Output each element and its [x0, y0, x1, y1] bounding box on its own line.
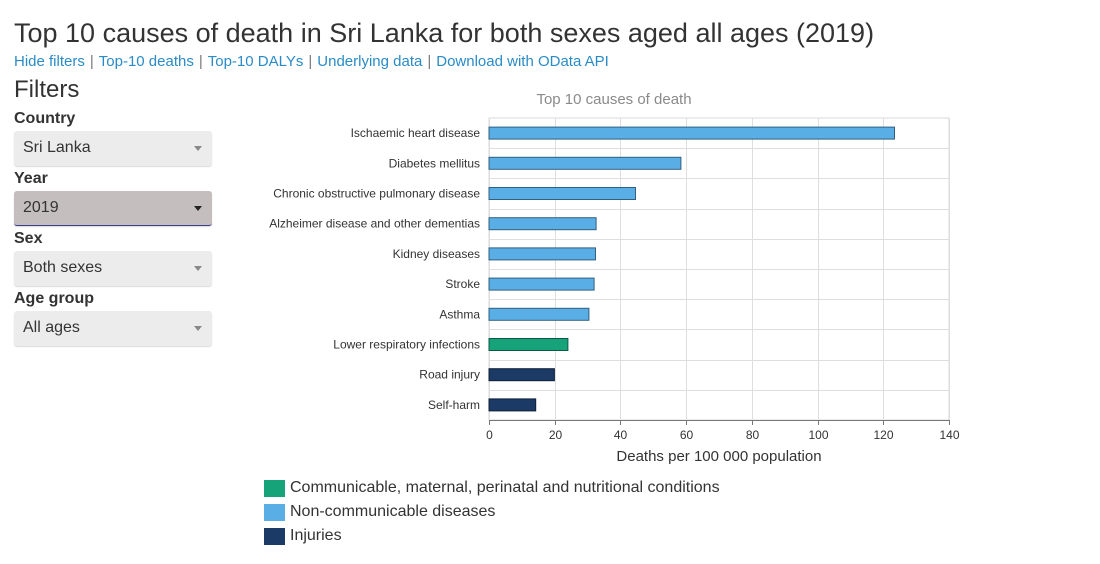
top10-deaths-link[interactable]: Top-10 deaths — [98, 53, 194, 70]
country-value: Sri Lanka — [23, 139, 91, 156]
bar-noncommunicable[interactable] — [488, 277, 595, 291]
age-group-select[interactable]: All ages — [14, 311, 212, 346]
bar-noncommunicable[interactable] — [488, 156, 682, 170]
bar-noncommunicable[interactable] — [488, 187, 636, 200]
x-tick-label: 120 — [873, 428, 893, 442]
download-odata-link[interactable]: Download with OData API — [436, 53, 609, 70]
chevron-down-icon — [194, 266, 202, 271]
category-label: Diabetes mellitus — [389, 156, 480, 170]
link-separator: | — [308, 53, 313, 70]
country-label: Country — [14, 110, 76, 127]
x-tick-label: 100 — [808, 428, 828, 442]
sex-label: Sex — [14, 230, 43, 247]
category-label: Chronic obstructive pulmonary disease — [273, 187, 480, 201]
category-label: Asthma — [439, 307, 480, 321]
sex-value: Both sexes — [23, 259, 103, 276]
link-separator: | — [198, 53, 203, 70]
x-tick-label: 40 — [614, 428, 628, 442]
chevron-down-icon — [194, 146, 202, 151]
bar-noncommunicable[interactable] — [488, 217, 597, 231]
year-value: 2019 — [23, 199, 59, 216]
legend-swatch-communicable — [264, 479, 285, 497]
x-tick-label: 140 — [939, 428, 959, 442]
chart-legend: Communicable, maternal, perinatal and nu… — [264, 476, 720, 548]
sex-select[interactable]: Both sexes — [14, 251, 212, 286]
category-label: Road injury — [419, 368, 480, 382]
chart-x-ticks: 0 20 40 60 80 100 120 140 — [486, 420, 960, 442]
top10-dalys-link[interactable]: Top-10 DALYs — [207, 53, 304, 70]
legend-swatch-noncommunicable — [264, 503, 285, 521]
x-tick-label: 20 — [549, 428, 563, 442]
year-select[interactable]: 2019 — [14, 191, 212, 226]
legend-item-communicable: Communicable, maternal, perinatal and nu… — [264, 476, 720, 500]
chart-category-labels: Ischaemic heart disease Diabetes mellitus… — [269, 126, 480, 412]
x-axis-title: Deaths per 100 000 population — [616, 448, 821, 465]
category-label: Ischaemic heart disease — [351, 126, 481, 140]
category-label: Alzheimer disease and other dementias — [269, 217, 480, 231]
category-label: Stroke — [445, 277, 480, 291]
bar-communicable[interactable] — [488, 338, 569, 351]
x-tick-label: 0 — [486, 428, 493, 442]
country-select[interactable]: Sri Lanka — [14, 131, 212, 166]
underlying-data-link[interactable]: Underlying data — [317, 53, 423, 70]
category-label: Kidney diseases — [393, 247, 480, 261]
legend-item-injuries: Injuries — [264, 524, 720, 548]
age-group-label: Age group — [14, 290, 94, 307]
chart-title: Top 10 causes of death — [536, 91, 691, 108]
legend-label-communicable: Communicable, maternal, perinatal and nu… — [290, 479, 720, 496]
legend-label-injuries: Injuries — [290, 527, 342, 544]
page-title: Top 10 causes of death in Sri Lanka for … — [14, 18, 875, 48]
x-tick-label: 60 — [680, 428, 694, 442]
chevron-down-icon — [194, 206, 202, 211]
link-separator: | — [427, 53, 432, 70]
chart-bars — [488, 126, 895, 412]
hide-filters-link[interactable]: Hide filters — [14, 53, 85, 70]
bar-noncommunicable[interactable] — [488, 126, 895, 140]
legend-swatch-injuries — [264, 527, 285, 545]
bar-injuries[interactable] — [488, 368, 555, 382]
category-label: Lower respiratory infections — [333, 338, 480, 352]
bar-chart: Top 10 causes of death Ischaemic heart d… — [269, 91, 960, 465]
link-separator: | — [89, 53, 94, 70]
legend-item-noncommunicable: Non-communicable diseases — [264, 500, 720, 524]
x-tick-label: 80 — [746, 428, 760, 442]
age-group-value: All ages — [23, 319, 80, 336]
bar-noncommunicable[interactable] — [488, 307, 590, 321]
bar-noncommunicable[interactable] — [488, 247, 596, 261]
chevron-down-icon — [194, 326, 202, 331]
page-links: Hide filters | Top-10 deaths | Top-10 DALYs |… — [14, 53, 609, 70]
filters-title: Filters — [14, 76, 80, 103]
bar-injuries[interactable] — [488, 398, 537, 412]
legend-label-noncommunicable: Non-communicable diseases — [290, 503, 496, 520]
category-label: Self-harm — [428, 398, 480, 412]
year-label: Year — [14, 170, 48, 187]
